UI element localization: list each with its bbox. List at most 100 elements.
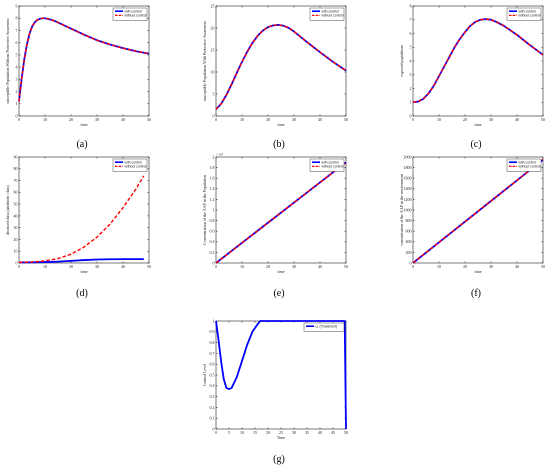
y-tick-label: 90 xyxy=(14,154,18,159)
y-tick-label: 9 xyxy=(16,3,18,8)
y-tick-label: 1.4 xyxy=(210,186,215,191)
y-tick-label: 0 xyxy=(213,260,215,265)
x-tick-label: 15 xyxy=(253,430,257,435)
x-axis-label: Time xyxy=(277,435,286,440)
x-tick-label: 50 xyxy=(147,117,151,122)
x-tick-label: 0 xyxy=(215,430,217,435)
y-tick-label: 0.3 xyxy=(210,394,215,399)
y-tick-label: 600 xyxy=(406,229,412,234)
series-line-with-control xyxy=(18,258,144,264)
y-tick-label: 15 xyxy=(211,47,215,52)
y-tick-label: 0 xyxy=(213,426,215,431)
plot-frame xyxy=(18,156,150,264)
x-tick-label: 10 xyxy=(43,117,47,122)
legend-entry: u₁ (Treatment) xyxy=(316,324,338,328)
x-tick-label: 20 xyxy=(266,117,270,122)
y-axis-label: diseased class (antibiotic class) xyxy=(5,184,10,235)
y-tick-label: 2 xyxy=(16,89,18,94)
y-tick-label: 20 xyxy=(211,25,215,30)
y-tick-label: 50 xyxy=(14,202,18,207)
y-tick-label: 1.2 xyxy=(210,197,215,202)
series-line-with-control xyxy=(18,17,150,102)
y-tick-label: 2 xyxy=(213,154,215,159)
y-tick-label: 3 xyxy=(16,77,18,82)
chart-e: 0 10 20 30 40 50 0 0.2 0.4 0.6 0.8 1 1.2 1.4 1.6 1.8 2 × … xyxy=(202,153,348,300)
panel-caption: (g) xyxy=(273,454,285,465)
x-tick-label: 50 xyxy=(147,264,151,269)
x-tick-label: 50 xyxy=(344,264,348,269)
y-tick-label: 30 xyxy=(14,225,18,230)
x-tick-label: 45 xyxy=(331,430,335,435)
y-tick-label: 10 xyxy=(14,249,18,254)
y-tick-label: 3 xyxy=(410,72,412,77)
x-tick-label: 20 xyxy=(266,430,270,435)
legend-entry: without control xyxy=(322,165,344,169)
legend-entry: without control xyxy=(125,14,147,18)
y-tick-label: 1200 xyxy=(404,197,412,202)
plot-frame xyxy=(18,5,150,117)
x-tick-label: 20 xyxy=(69,264,73,269)
series-line-with-control xyxy=(215,161,347,264)
y-tick-label: 0 xyxy=(16,260,18,265)
y-tick-label: 60 xyxy=(14,190,18,195)
y-tick-label: 1 xyxy=(213,318,215,323)
x-axis-label: time xyxy=(474,122,481,127)
series-line-without-control xyxy=(412,159,544,264)
y-tick-label: 5 xyxy=(16,52,18,57)
x-tick-label: 30 xyxy=(95,264,99,269)
x-tick-label: 40 xyxy=(515,117,519,122)
y-tick-label: 5 xyxy=(213,91,215,96)
y-tick-label: 0.9 xyxy=(210,329,215,334)
y-tick-label: 2 xyxy=(410,86,412,91)
x-tick-label: 40 xyxy=(318,117,322,122)
y-axis-label: Concentration of the AAP in the Populati… xyxy=(202,175,207,245)
y-tick-label: 0 xyxy=(410,113,412,118)
series-line-without-control xyxy=(412,18,544,103)
x-tick-label: 20 xyxy=(69,117,73,122)
chart-b: 0 10 20 30 40 50 0 5 10 15 20 25 time susceptible Pop… xyxy=(202,3,348,150)
series-line-with-control xyxy=(215,320,347,430)
x-tick-label: 5 xyxy=(228,430,230,435)
y-tick-label: 7 xyxy=(410,17,412,22)
panel-caption: (d) xyxy=(76,288,88,299)
legend-entry: without control xyxy=(519,165,541,169)
y-tick-label: 1 xyxy=(410,100,412,105)
x-tick-label: 50 xyxy=(344,430,348,435)
legend-entry: with control xyxy=(322,160,339,164)
y-tick-label: 0 xyxy=(213,113,215,118)
panel-caption: (c) xyxy=(470,139,481,150)
x-tick-label: 50 xyxy=(541,264,545,269)
y-tick-label: 0.4 xyxy=(210,383,215,388)
legend-entry: with control xyxy=(519,9,536,13)
y-tick-label: 0.4 xyxy=(210,239,215,244)
y-tick-label: 1600 xyxy=(404,176,412,181)
y-tick-label: 0.8 xyxy=(210,340,215,345)
legend-entry: with control xyxy=(125,9,142,13)
panel-caption: (f) xyxy=(471,288,481,299)
x-tick-label: 30 xyxy=(489,264,493,269)
y-tick-label: 1.8 xyxy=(210,165,215,170)
x-tick-label: 50 xyxy=(541,117,545,122)
y-tick-label: 80 xyxy=(14,166,18,171)
x-axis-label: time xyxy=(277,122,284,127)
plot-frame xyxy=(412,5,544,117)
legend-entry: with control xyxy=(125,160,142,164)
y-tick-label: 0.1 xyxy=(210,416,215,421)
y-tick-label: 0.8 xyxy=(210,218,215,223)
y-tick-label: 1 xyxy=(16,101,18,106)
y-tick-label: 0.6 xyxy=(210,229,215,234)
panel-caption: (a) xyxy=(76,139,87,150)
chart-d: 0 10 20 30 40 50 0 10 20 30 40 50 60 70 80 90 time diseas… xyxy=(5,154,151,299)
y-tick-label: 400 xyxy=(406,239,412,244)
x-tick-label: 0 xyxy=(215,117,217,122)
series-line-without-control xyxy=(18,17,150,102)
y-tick-label: 1.6 xyxy=(210,176,215,181)
x-tick-label: 20 xyxy=(266,264,270,269)
chart-a: 0 10 20 30 40 50 0 1 2 3 4 5 6 7 8 9 time susceptible Pop… xyxy=(5,3,151,150)
y-tick-label: 8 xyxy=(16,16,18,21)
x-tick-label: 30 xyxy=(292,430,296,435)
x-tick-label: 30 xyxy=(292,264,296,269)
x-tick-label: 10 xyxy=(437,264,441,269)
